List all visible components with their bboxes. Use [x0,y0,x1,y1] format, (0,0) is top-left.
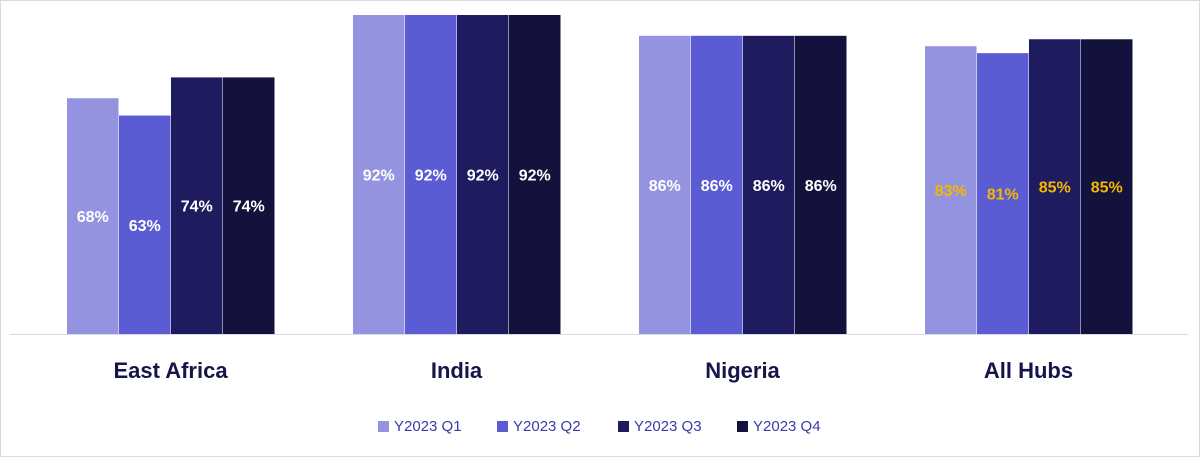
data-label: 86% [649,178,681,195]
bar [405,15,457,334]
bar [119,115,171,334]
bar [67,98,119,334]
data-label: 92% [467,168,499,185]
legend-label: Y2023 Q1 [394,418,462,435]
bar [171,77,223,335]
bar [743,35,795,334]
bar [353,15,405,334]
data-label: 86% [701,178,733,195]
legend-label: Y2023 Q3 [634,418,702,435]
bar [1081,39,1133,335]
category-label: India [431,358,483,383]
bar [925,46,977,335]
legend-label: Y2023 Q2 [513,418,581,435]
bar [795,35,847,334]
category-label: All Hubs [984,358,1073,383]
category-label: Nigeria [705,358,780,383]
data-label: 86% [753,178,785,195]
bar [509,15,561,334]
legend-swatch [378,421,389,432]
legend-swatch [618,421,629,432]
bar [457,15,509,334]
bar [223,77,275,335]
data-label: 83% [935,183,967,200]
bar [977,53,1029,335]
data-label: 92% [415,168,447,185]
bar [1029,39,1081,335]
data-label: 92% [363,168,395,185]
category-label: East Africa [113,358,228,383]
legend-swatch [497,421,508,432]
data-label: 81% [987,187,1019,204]
data-label: 86% [805,178,837,195]
bar [691,35,743,334]
bar [639,35,691,334]
data-label: 74% [181,199,213,216]
legend-label: Y2023 Q4 [753,418,821,435]
data-label: 68% [77,209,109,226]
data-label: 92% [519,168,551,185]
data-label: 74% [233,199,265,216]
data-label: 63% [129,218,161,235]
data-label: 85% [1091,180,1123,197]
legend-swatch [737,421,748,432]
data-label: 85% [1039,180,1071,197]
